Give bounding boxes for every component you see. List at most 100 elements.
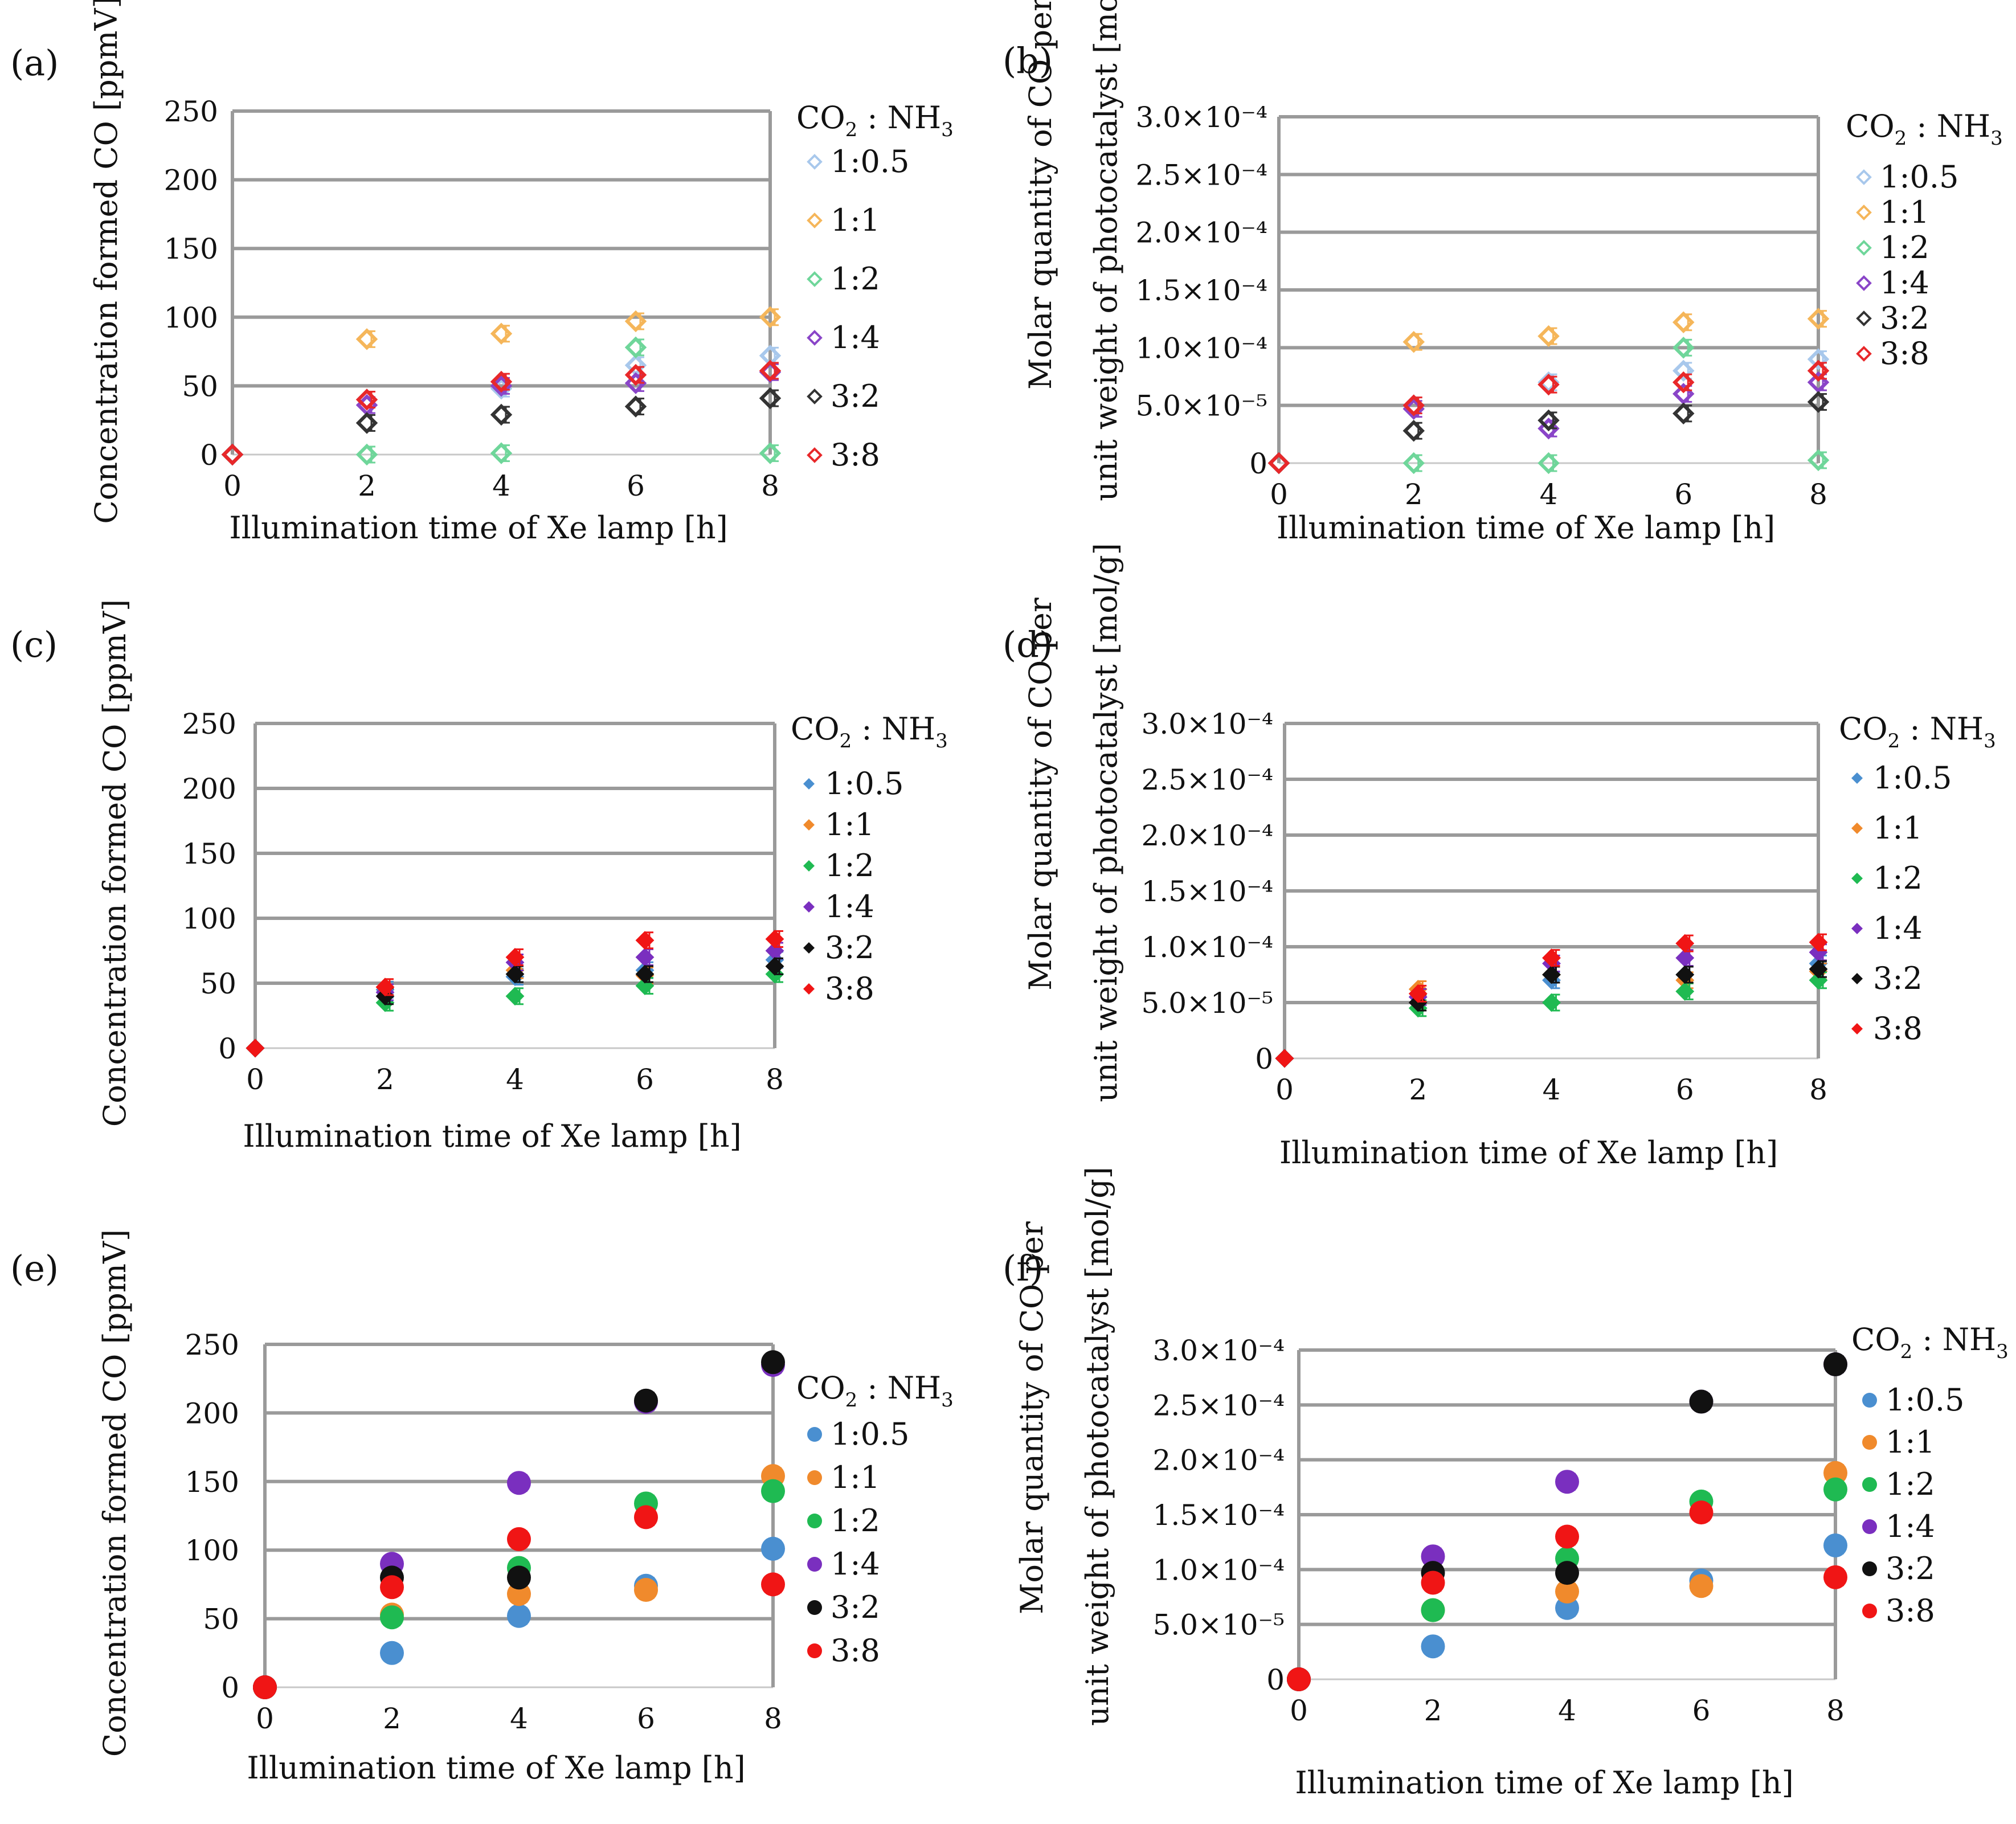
y-tick-label: 250 [182,707,236,741]
legend-marker [1862,1561,1877,1576]
data-point [634,1505,658,1529]
legend-title-co: CO [791,711,840,747]
legend-title: CO2 : NH3 [791,711,948,752]
y-axis-label: Concentration formed CO [ppmV] [88,0,124,524]
data-point [1672,402,1695,425]
y-tick-label: 200 [185,1397,239,1430]
legend-title-sub: 3 [1990,127,2003,150]
legend-marker [807,212,823,228]
legend-title-sub: 2 [840,730,852,752]
y-tick-label: 3.0×10⁻⁴ [1136,101,1267,134]
data-point [490,322,513,345]
y-tick-label: 100 [185,1534,239,1567]
data-point [759,387,782,410]
legend-entry-label: 1:2 [1873,860,1923,896]
legend-marker [1851,1023,1863,1034]
data-point [505,987,525,1006]
x-tick-label: 0 [1290,1694,1308,1727]
data-point [635,931,655,950]
legend-entry-label: 1:0.5 [831,144,909,179]
y-axis-label-line2: unit weight of photocatalyst [mol/g] [1088,0,1124,501]
data-point [355,388,378,411]
data-point [1809,933,1828,952]
legend-marker [807,388,823,404]
x-tick-label: 2 [358,469,376,502]
data-point [1402,452,1425,475]
y-tick-label: 150 [185,1466,239,1499]
x-tick-label: 4 [1540,478,1558,511]
legend-marker [1856,240,1872,256]
legend-entry-label: 1:4 [825,889,874,925]
legend-title-co: CO [1851,1322,1900,1357]
x-tick-label: 4 [1558,1694,1576,1727]
data-point [221,443,244,466]
legend-marker [807,154,823,170]
data-point [1672,359,1695,382]
legend-entry-label: 3:8 [831,437,880,473]
data-point [1555,1579,1579,1604]
data-point [490,403,513,426]
data-point [246,1038,265,1058]
x-tick-label: 4 [1543,1073,1561,1106]
data-point [1275,1049,1294,1068]
data-point [1542,993,1561,1012]
x-axis-label: Illumination time of Xe lamp [h] [1279,1135,1778,1171]
y-tick-label: 50 [203,1603,239,1636]
x-tick-label: 6 [636,1063,654,1096]
legend-marker [807,447,823,463]
legend-entry-label: 3:2 [831,378,880,414]
data-point [1267,452,1290,475]
legend-marker [1862,1477,1877,1492]
y-tick-label: 1.5×10⁻⁴ [1153,1499,1285,1532]
x-tick-label: 6 [627,469,645,502]
y-tick-label: 1.5×10⁻⁴ [1142,875,1273,908]
data-point [380,1605,404,1630]
panel-label: (e) [10,1248,59,1289]
data-point [634,1388,658,1413]
x-tick-label: 8 [764,1702,782,1735]
legend-entry-label: 1:0.5 [1886,1382,1964,1418]
legend-entry-label: 1:4 [831,1546,880,1582]
data-point [1421,1571,1445,1595]
x-tick-label: 2 [383,1702,401,1735]
legend-title-sub: 2 [845,1389,858,1412]
y-axis-label-line2: unit weight of photocatalyst [mol/g] [1088,543,1124,1102]
legend-marker [1856,310,1872,326]
x-tick-label: 2 [1409,1073,1427,1106]
legend-entry-label: 1:1 [825,807,874,843]
legend-title-sub: 2 [1888,730,1900,752]
legend-marker [807,1427,822,1442]
data-point [1689,1574,1714,1598]
x-tick-label: 8 [1826,1694,1845,1727]
legend-marker [803,942,815,954]
y-tick-label: 250 [185,1328,239,1361]
data-point [1402,394,1425,416]
legend-title: CO2 : NH3 [796,1370,954,1412]
data-point [1402,420,1425,442]
data-point [1823,1352,1847,1377]
legend-title: CO2 : NH3 [1851,1322,2009,1363]
legend-title-nh: : NH [857,1370,941,1406]
data-point [624,363,647,386]
legend-marker [803,778,815,790]
legend-title-sub: 3 [935,730,948,752]
data-point [1807,449,1830,472]
legend-title-nh: : NH [852,711,935,747]
legend-entry-label: 3:2 [1886,1551,1935,1586]
data-point [1555,1470,1579,1494]
data-point [1421,1634,1445,1659]
y-tick-label: 1.0×10⁻⁴ [1153,1553,1285,1586]
legend-marker [1851,923,1863,934]
legend-title-nh: : NH [1907,108,1990,144]
data-point [1672,371,1695,394]
x-tick-label: 2 [376,1063,394,1096]
y-tick-label: 2.5×10⁻⁴ [1142,763,1273,796]
data-point [1807,391,1830,413]
x-tick-label: 6 [1692,1694,1711,1727]
y-tick-label: 0 [1266,1663,1285,1696]
y-tick-label: 2.0×10⁻⁴ [1153,1444,1285,1477]
data-point [1421,1598,1445,1622]
legend-title-sub: 3 [941,1389,954,1412]
data-point [380,1641,404,1665]
y-tick-label: 5.0×10⁻⁵ [1142,987,1273,1020]
